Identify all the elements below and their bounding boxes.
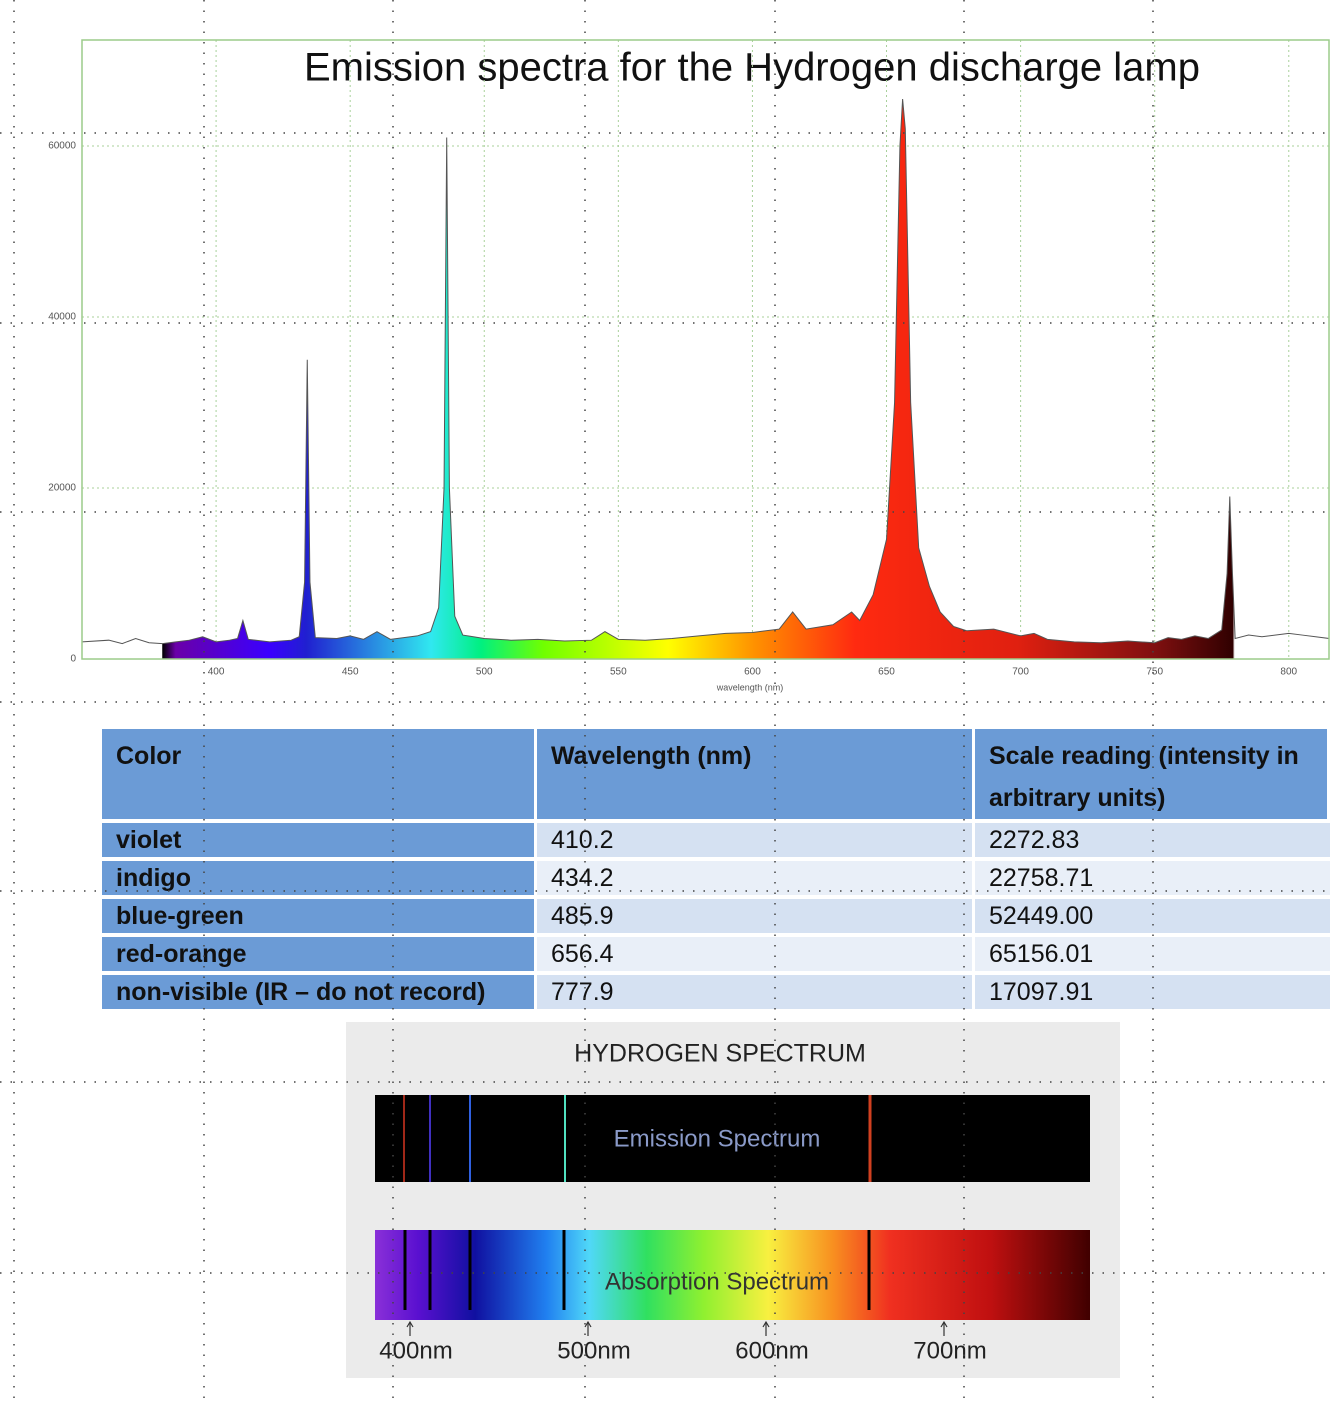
x-tick-label: 450 bbox=[342, 667, 359, 678]
y-tick-label: 0 bbox=[70, 654, 76, 665]
header-cell: Scale reading (intensity in arbitrary un… bbox=[975, 729, 1330, 819]
color-cell: violet bbox=[102, 823, 537, 857]
value-cell: 52449.00 bbox=[975, 899, 1330, 933]
diagram-title: HYDROGEN SPECTRUM bbox=[574, 1040, 866, 1068]
value-cell: 17097.91 bbox=[975, 975, 1330, 1009]
x-tick-label: 600 bbox=[744, 667, 761, 678]
scale-label: 700nm bbox=[913, 1337, 986, 1364]
y-tick-label: 40000 bbox=[48, 312, 76, 323]
x-tick-label: 500 bbox=[476, 667, 493, 678]
chart-title: Emission spectra for the Hydrogen discha… bbox=[304, 46, 1200, 90]
table-row: red-orange 656.4 65156.01 bbox=[102, 937, 1330, 971]
x-tick-label: 750 bbox=[1146, 667, 1163, 678]
scale-label: 600nm bbox=[735, 1337, 808, 1364]
value-cell: 485.9 bbox=[537, 899, 975, 933]
hydrogen-spectrum-diagram: HYDROGEN SPECTRUM Emission Spectrum Abso… bbox=[346, 1022, 1120, 1378]
diagram-background bbox=[346, 1022, 1120, 1378]
header-cell: Color bbox=[102, 729, 537, 819]
emission-bar bbox=[375, 1095, 1090, 1182]
table-row: indigo 434.2 22758.71 bbox=[102, 861, 1330, 895]
x-tick-label: 650 bbox=[878, 667, 895, 678]
color-cell: red-orange bbox=[102, 937, 537, 971]
x-tick-label: 700 bbox=[1012, 667, 1029, 678]
emission-label: Emission Spectrum bbox=[614, 1125, 821, 1152]
y-tick-label: 60000 bbox=[48, 141, 76, 152]
data-table: Color Wavelength (nm) Scale reading (inten… bbox=[102, 725, 1330, 1013]
x-axis-label: wavelength (nm) bbox=[716, 682, 784, 692]
table-row: violet 410.2 2272.83 bbox=[102, 823, 1330, 857]
y-tick-label: 20000 bbox=[48, 483, 76, 494]
value-cell: 410.2 bbox=[537, 823, 975, 857]
scale-arrowhead bbox=[406, 1320, 414, 1328]
x-tick-label: 400 bbox=[208, 667, 225, 678]
absorption-bar bbox=[375, 1230, 1090, 1320]
header-cell: Wavelength (nm) bbox=[537, 729, 975, 819]
value-cell: 2272.83 bbox=[975, 823, 1330, 857]
value-cell: 777.9 bbox=[537, 975, 975, 1009]
scale-arrowhead bbox=[940, 1320, 948, 1328]
spectrum-area bbox=[81, 98, 1330, 660]
value-cell: 434.2 bbox=[537, 861, 975, 895]
scale-arrowhead bbox=[584, 1320, 592, 1328]
value-cell: 656.4 bbox=[537, 937, 975, 971]
x-tick-label: 550 bbox=[610, 667, 627, 678]
table-header-row: Color Wavelength (nm) Scale reading (inten… bbox=[102, 729, 1330, 819]
x-tick-label: 800 bbox=[1280, 667, 1297, 678]
value-cell: 22758.71 bbox=[975, 861, 1330, 895]
color-cell: non-visible (IR – do not record) bbox=[102, 975, 537, 1009]
color-cell: indigo bbox=[102, 861, 537, 895]
color-cell: blue-green bbox=[102, 899, 537, 933]
scale-arrowhead bbox=[762, 1320, 770, 1328]
scale-label: 400nm bbox=[379, 1337, 452, 1364]
absorption-label: Absorption Spectrum bbox=[605, 1268, 829, 1295]
plot-frame bbox=[81, 39, 1330, 660]
value-cell: 65156.01 bbox=[975, 937, 1330, 971]
table-row: blue-green 485.9 52449.00 bbox=[102, 899, 1330, 933]
chart: Emission spectra for the Hydrogen discha… bbox=[48, 39, 1330, 692]
table-row: non-visible (IR – do not record) 777.9 170… bbox=[102, 975, 1330, 1009]
scale-label: 500nm bbox=[557, 1337, 630, 1364]
